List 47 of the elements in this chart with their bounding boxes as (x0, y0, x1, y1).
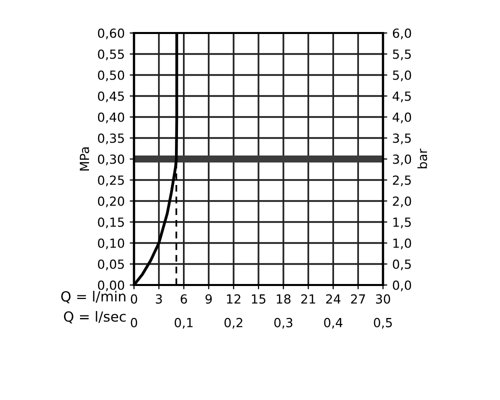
x2-tick-label: 0 (130, 318, 138, 328)
y2-tick-label: 0,5 (392, 259, 411, 270)
y2-tick-label: 4,0 (392, 112, 412, 124)
y2-tick-label: 2,0 (392, 196, 412, 208)
x-tick-label: 0 (130, 294, 138, 304)
y2-tick-label: 5,0 (392, 70, 412, 82)
x-tick-label: 6 (180, 294, 187, 304)
y2-tick-label: 1,0 (393, 238, 412, 250)
y2-tick-label: 3,0 (392, 154, 412, 166)
y2-tick-label: 4,5 (392, 92, 411, 102)
y-tick-label: 0,60 (98, 28, 124, 40)
y-axis-title: MPa (80, 147, 90, 170)
y-tick-label: 0,40 (98, 112, 124, 124)
y-tick-label: 0,00 (98, 280, 124, 292)
x2-tick-label: 0,4 (324, 318, 342, 329)
y-tick-label: 0,05 (98, 259, 124, 270)
y-tick-label: 0,55 (98, 49, 124, 60)
x-tick-label: 9 (206, 294, 212, 304)
x2-tick-label: 0,1 (174, 318, 193, 329)
x-axis-title: Q = l/min (61, 290, 126, 304)
x2-tick-label: 0,3 (274, 318, 292, 329)
y-tick-label: 0,45 (98, 91, 124, 102)
x-tick-label: 15 (252, 294, 266, 304)
x2-axis-title: Q = l/sec (64, 311, 126, 324)
x-tick-label: 27 (351, 294, 365, 304)
y2-axis-title: bar (417, 148, 428, 168)
y2-tick-label: 6,0 (392, 28, 412, 40)
x-tick-label: 12 (227, 294, 240, 304)
y-tick-label: 0,25 (98, 175, 124, 186)
y-tick-label: 0,30 (98, 154, 124, 166)
y2-tick-label: 5,5 (392, 50, 411, 60)
x2-tick-label: 0,2 (224, 318, 242, 329)
x2-tick-label: 0,5 (374, 318, 392, 329)
y2-tick-label: 1,5 (393, 218, 411, 228)
y-tick-label: 0,10 (98, 238, 124, 250)
y-tick-label: 0,15 (98, 217, 124, 228)
x-tick-label: 24 (326, 294, 340, 304)
y-tick-label: 0,50 (98, 70, 124, 82)
x-tick-label: 30 (376, 294, 390, 304)
y2-tick-label: 2,5 (392, 175, 411, 186)
y2-tick-label: 3,5 (392, 133, 411, 144)
y-tick-label: 0,35 (98, 133, 124, 144)
x-tick-label: 21 (301, 294, 316, 304)
y2-tick-label: 0,0 (392, 280, 412, 292)
y-tick-label: 0,20 (98, 196, 124, 208)
x-tick-label: 3 (156, 294, 162, 304)
x-tick-label: 18 (276, 294, 290, 304)
